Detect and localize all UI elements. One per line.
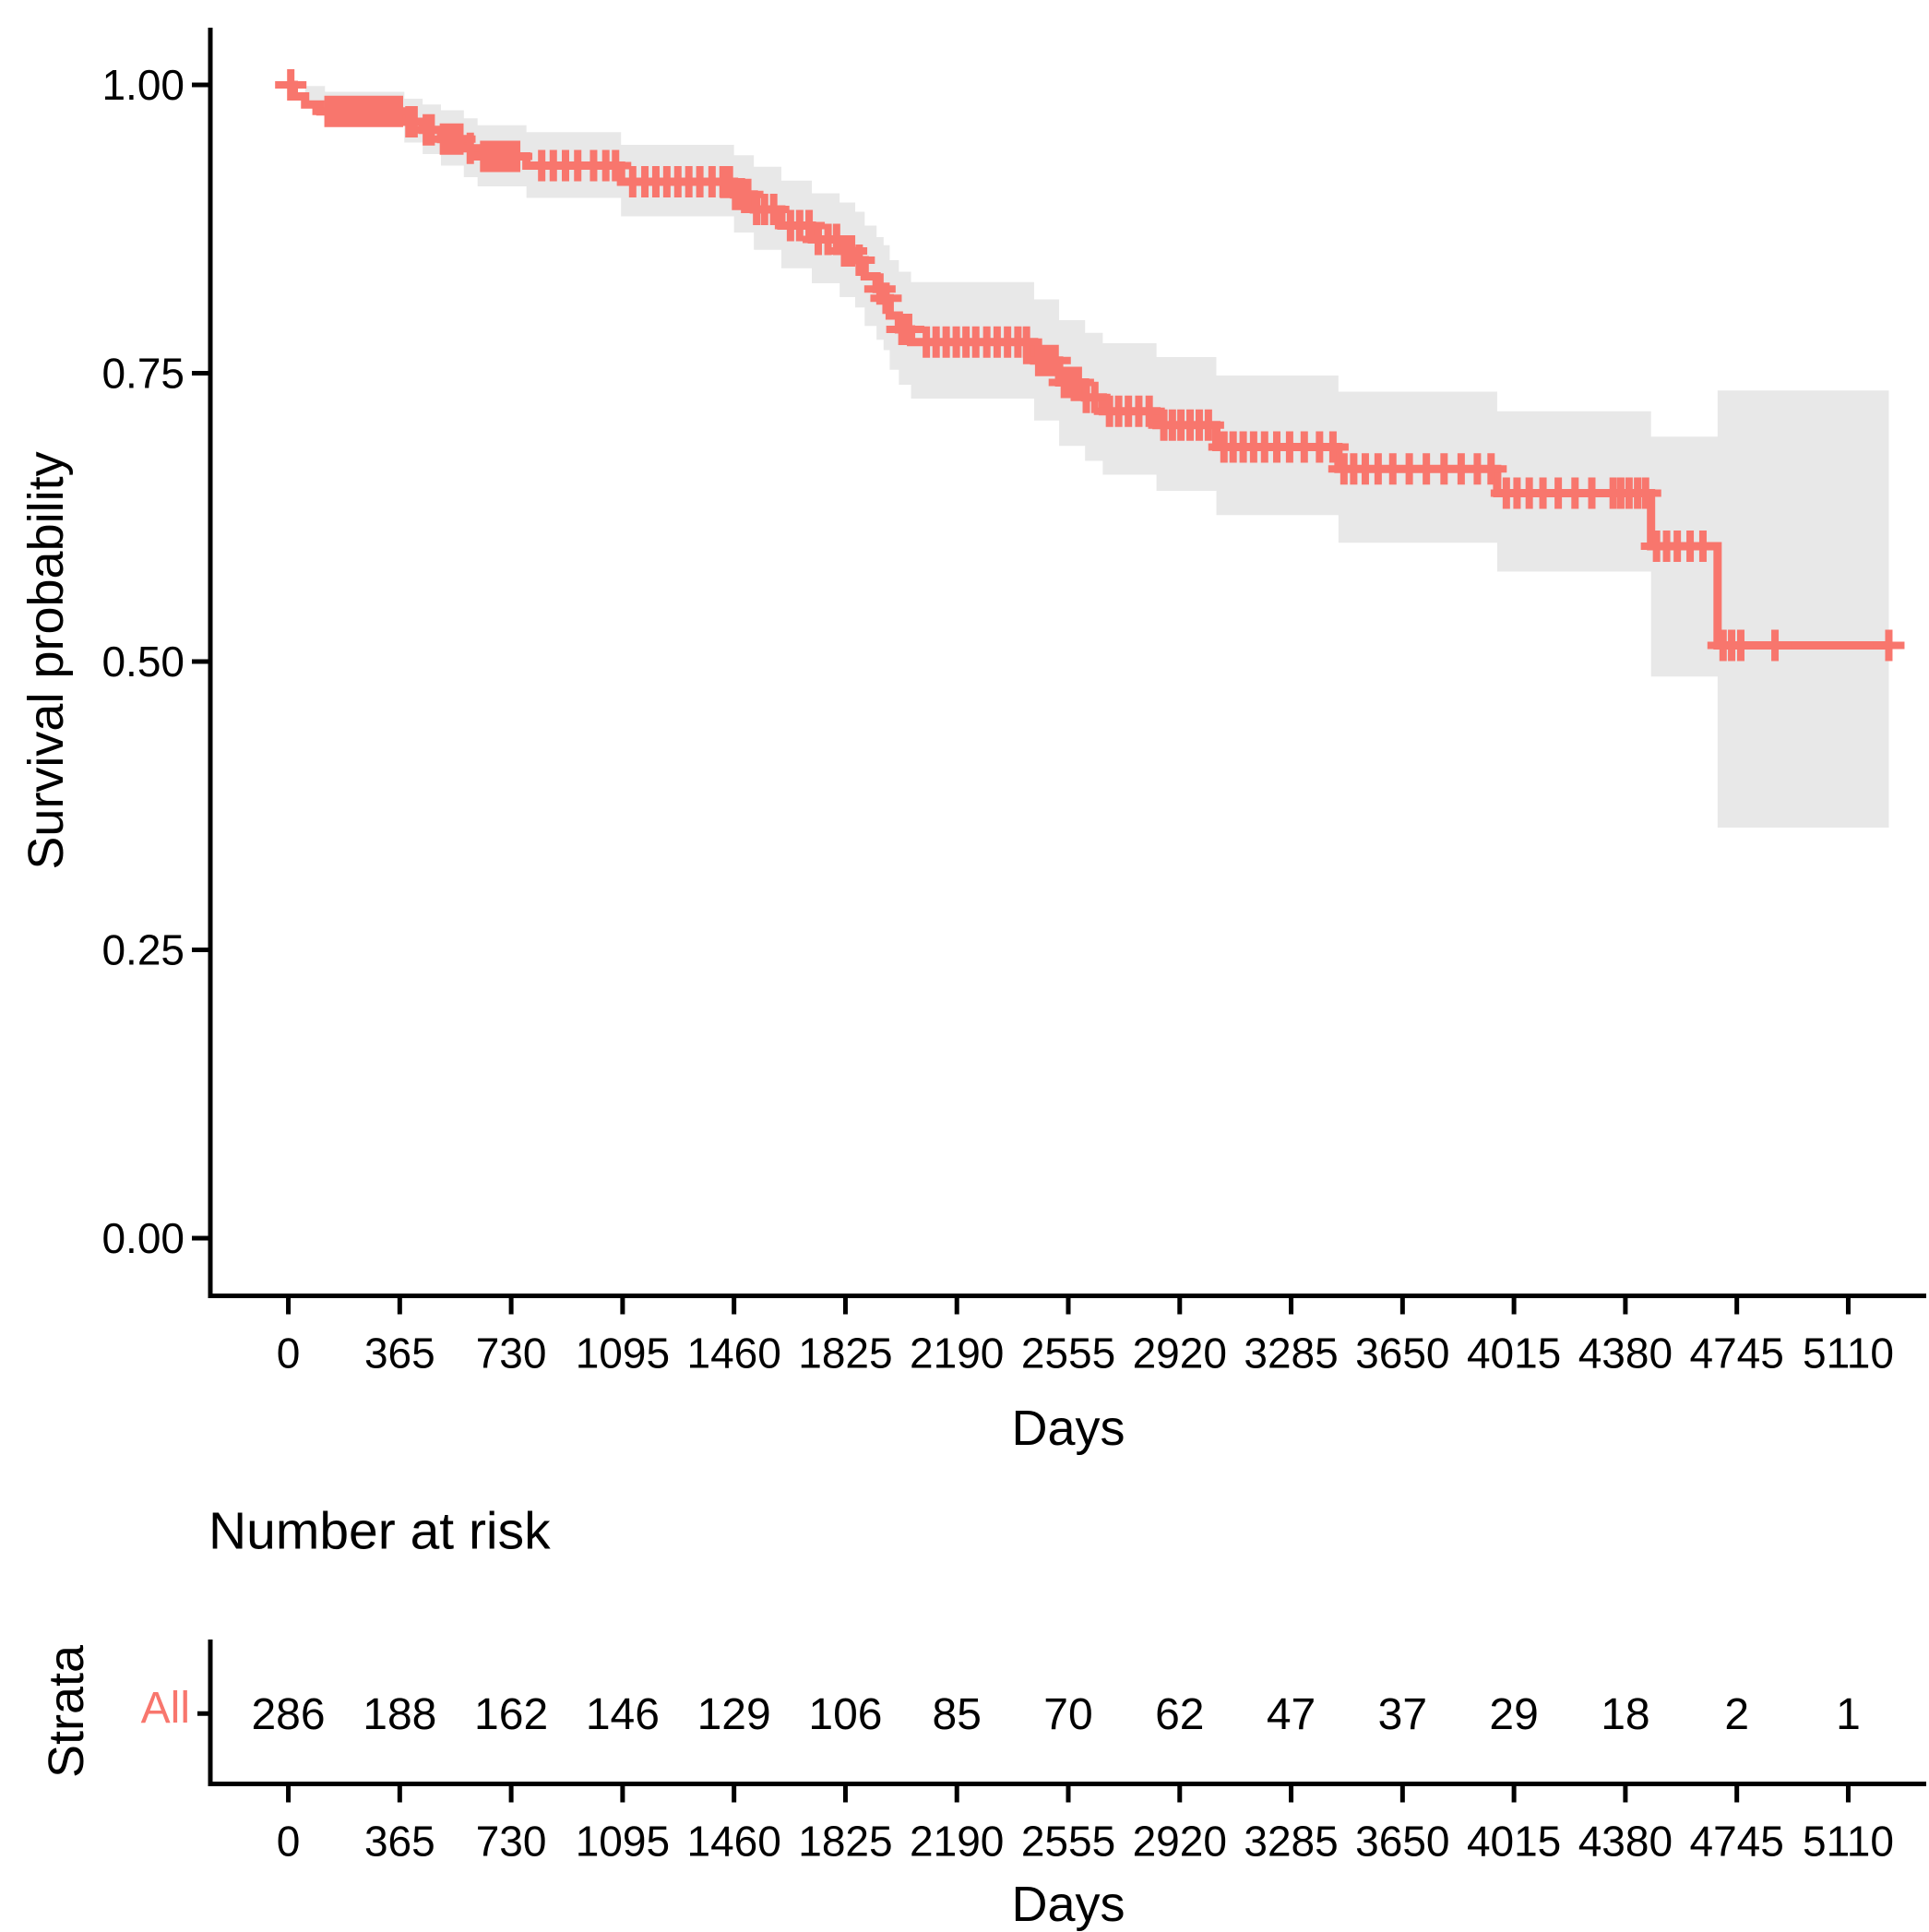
y-axis-tick-label: 0.25 bbox=[101, 926, 185, 974]
risk-x-axis-tick-label: 0 bbox=[277, 1818, 301, 1866]
risk-count-value: 37 bbox=[1378, 1690, 1427, 1739]
censor-marks bbox=[275, 69, 1905, 662]
risk-count-value: 129 bbox=[697, 1690, 771, 1739]
risk-x-axis-tick-label: 2920 bbox=[1133, 1818, 1227, 1866]
risk-count-value: 106 bbox=[808, 1690, 882, 1739]
y-axis-tick-label: 0.00 bbox=[101, 1214, 185, 1262]
confidence-band bbox=[288, 85, 1889, 828]
x-axis-title-main: Days bbox=[1011, 1401, 1125, 1456]
risk-count-value: 162 bbox=[474, 1690, 548, 1739]
risk-x-axis-tick-label: 2190 bbox=[910, 1818, 1004, 1866]
x-axis-tick-label: 1460 bbox=[686, 1330, 780, 1377]
strata-axis-title: Strata bbox=[39, 1644, 94, 1779]
risk-x-axis-tick-label: 3650 bbox=[1355, 1818, 1449, 1866]
x-axis-tick-label: 730 bbox=[476, 1330, 547, 1377]
risk-x-axis-tick-label: 1460 bbox=[686, 1818, 780, 1866]
x-axis-tick-label: 0 bbox=[277, 1330, 301, 1377]
x-axis-tick-label: 4380 bbox=[1578, 1330, 1673, 1377]
risk-x-axis-tick-label: 4380 bbox=[1578, 1818, 1673, 1866]
y-axis-tick-label: 1.00 bbox=[101, 61, 185, 109]
risk-count-value: 18 bbox=[1601, 1690, 1649, 1739]
risk-count-value: 29 bbox=[1489, 1690, 1538, 1739]
risk-x-axis-tick-label: 365 bbox=[364, 1818, 435, 1866]
risk-x-axis-tick-label: 1095 bbox=[576, 1818, 670, 1866]
risk-count-value: 85 bbox=[933, 1690, 982, 1739]
risk-x-axis-tick-label: 730 bbox=[476, 1818, 547, 1866]
risk-count-value: 47 bbox=[1267, 1690, 1316, 1739]
risk-count-value: 62 bbox=[1155, 1690, 1204, 1739]
x-axis-tick-label: 4015 bbox=[1467, 1330, 1561, 1377]
risk-x-axis-tick-label: 3285 bbox=[1244, 1818, 1338, 1866]
x-axis-tick-label: 4745 bbox=[1690, 1330, 1784, 1377]
risk-count-value: 70 bbox=[1043, 1690, 1092, 1739]
risk-count-value: 2 bbox=[1724, 1690, 1749, 1739]
x-axis-tick-label: 2555 bbox=[1021, 1330, 1115, 1377]
risk-count-value: 286 bbox=[251, 1690, 325, 1739]
x-axis-tick-label: 1825 bbox=[798, 1330, 892, 1377]
x-axis-tick-label: 365 bbox=[364, 1330, 435, 1377]
risk-x-axis-tick-label: 5110 bbox=[1803, 1818, 1894, 1866]
x-axis-tick-label: 3650 bbox=[1355, 1330, 1449, 1377]
risk-x-axis-tick-label: 1825 bbox=[798, 1818, 892, 1866]
risk-count-value: 146 bbox=[586, 1690, 660, 1739]
risk-count-value: 188 bbox=[363, 1690, 436, 1739]
x-axis-tick-label: 5110 bbox=[1803, 1330, 1894, 1377]
x-axis-title-risk: Days bbox=[1011, 1877, 1125, 1932]
y-axis-title: Survival probability bbox=[18, 451, 74, 870]
x-axis-tick-label: 2190 bbox=[910, 1330, 1004, 1377]
risk-x-axis-tick-label: 4015 bbox=[1467, 1818, 1561, 1866]
x-axis-tick-label: 1095 bbox=[576, 1330, 670, 1377]
x-axis-tick-label: 2920 bbox=[1133, 1330, 1227, 1377]
risk-x-axis-tick-label: 2555 bbox=[1021, 1818, 1115, 1866]
x-axis-tick-label: 3285 bbox=[1244, 1330, 1338, 1377]
strata-row-label: All bbox=[140, 1684, 190, 1733]
risk-table-title: Number at risk bbox=[208, 1501, 551, 1561]
y-axis-tick-label: 0.75 bbox=[101, 350, 185, 398]
risk-x-axis-tick-label: 4745 bbox=[1690, 1818, 1784, 1866]
y-axis-tick-label: 0.50 bbox=[101, 638, 185, 686]
risk-count-value: 1 bbox=[1836, 1690, 1861, 1739]
